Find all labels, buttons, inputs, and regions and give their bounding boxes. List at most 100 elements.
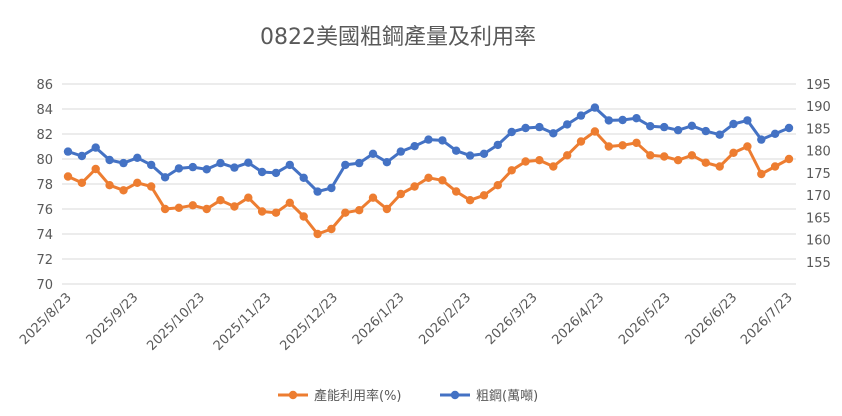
data-point (673, 156, 683, 165)
data-point (632, 138, 641, 147)
data-point (410, 182, 419, 191)
data-point (757, 169, 766, 179)
data-point (160, 173, 170, 182)
data-point (188, 162, 197, 172)
series-line (66, 130, 791, 236)
data-point (341, 160, 350, 170)
left-tick-label: 80 (36, 153, 53, 168)
data-point (687, 121, 697, 130)
data-point (493, 181, 502, 190)
data-point (757, 135, 766, 144)
right-tick-label: 195 (806, 78, 831, 93)
legend-swatch-marker (288, 390, 298, 400)
data-point (77, 178, 87, 187)
x-tick-label: 2026/7/23 (738, 290, 796, 348)
data-point (77, 151, 87, 161)
x-tick-label: 2026/3/23 (483, 290, 541, 348)
data-point (382, 158, 392, 167)
x-axis: 2025/8/23 2025/9/23 2025/10/23 2025/11/23 20… (17, 290, 796, 354)
data-point (465, 151, 475, 160)
data-point (174, 203, 184, 212)
data-point (285, 160, 294, 170)
data-point (368, 149, 378, 158)
data-point (521, 157, 530, 166)
data-point (396, 189, 405, 199)
data-point (355, 206, 364, 215)
data-point (590, 127, 600, 136)
data-point (590, 103, 600, 112)
x-tick-label: 2025/11/23 (211, 290, 275, 354)
data-point (91, 143, 100, 152)
series-1 (63, 103, 794, 196)
data-point (327, 183, 336, 193)
data-point (743, 142, 752, 151)
data-point (507, 127, 516, 137)
data-point (244, 193, 253, 202)
left-tick-label: 74 (36, 228, 53, 243)
x-tick-label: 2025/12/23 (277, 290, 341, 354)
data-point (271, 168, 281, 178)
right-tick-label: 160 (806, 234, 831, 249)
right-axis: 155 160 165 170 175 180 185 190 195 (806, 78, 831, 271)
data-point (729, 119, 738, 129)
data-point (646, 122, 655, 131)
data-point (147, 160, 156, 170)
data-point (160, 204, 170, 214)
data-point (729, 148, 738, 157)
data-point (563, 120, 572, 129)
data-point (743, 116, 752, 125)
data-point (618, 141, 627, 150)
data-point (784, 123, 794, 133)
data-point (424, 173, 433, 182)
x-tick-label: 2026/2/23 (416, 290, 474, 348)
data-point (465, 196, 475, 205)
data-point (784, 154, 794, 164)
left-tick-label: 86 (36, 78, 53, 93)
right-tick-label: 170 (806, 189, 831, 204)
x-tick-label: 2026/4/23 (550, 290, 608, 348)
data-point (396, 147, 405, 156)
data-point (563, 151, 572, 160)
left-tick-label: 72 (36, 253, 53, 268)
data-point (202, 165, 211, 174)
data-point (257, 207, 267, 216)
data-point (715, 162, 724, 171)
data-point (507, 166, 516, 175)
grid-lines (62, 83, 796, 285)
data-point (216, 158, 225, 168)
x-tick-label: 2026/6/23 (683, 290, 741, 348)
left-tick-label: 76 (36, 203, 53, 218)
legend: 產能利用率(%) 粗鋼(萬噸) (278, 388, 538, 404)
data-point (327, 224, 336, 234)
data-point (424, 135, 433, 144)
data-point (576, 137, 586, 146)
data-point (410, 142, 419, 151)
right-tick-label: 155 (806, 256, 831, 271)
data-point (673, 126, 683, 135)
chart-title: 0822美國粗鋼產量及利用率 (260, 25, 536, 50)
data-point (368, 193, 378, 202)
data-point (271, 208, 281, 217)
data-point (230, 202, 239, 211)
data-point (660, 122, 669, 132)
data-point (105, 181, 114, 190)
right-tick-label: 175 (806, 167, 831, 182)
data-point (133, 153, 142, 162)
data-point (133, 178, 142, 187)
data-point (91, 164, 100, 174)
data-point (687, 151, 697, 160)
data-point (452, 146, 461, 155)
data-point (701, 126, 710, 136)
data-point (438, 136, 447, 145)
data-point (119, 158, 128, 168)
data-point (604, 116, 613, 125)
data-point (63, 172, 73, 181)
data-point (299, 173, 308, 182)
legend-label: 產能利用率(%) (314, 388, 402, 404)
legend-swatch-marker (450, 390, 460, 400)
data-point (521, 123, 530, 133)
data-point (452, 187, 461, 196)
data-point (244, 158, 253, 167)
x-tick-label: 2025/10/23 (144, 290, 208, 354)
